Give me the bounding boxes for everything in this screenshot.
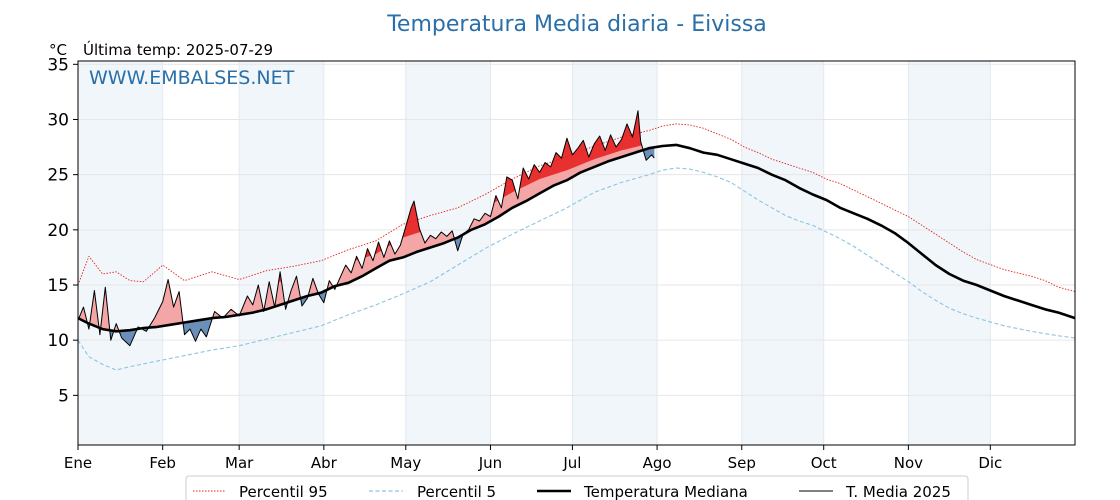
watermark: WWW.EMBALSES.NET	[89, 67, 295, 89]
x-tick-label: Oct	[811, 454, 837, 472]
y-tick-label: 30	[47, 110, 69, 130]
y-tick-label: 25	[47, 166, 69, 186]
plot-frame	[77, 60, 1076, 446]
x-tick-label: May	[390, 454, 421, 472]
x-tick-label: Abr	[311, 454, 338, 472]
x-tick-label: Jun	[478, 454, 502, 472]
near-p95-fill	[403, 201, 421, 238]
series-line-2025	[77, 110, 655, 347]
month-shading-layer	[78, 61, 991, 445]
legend: Percentil 95 Percentil 5 Temperatura Med…	[185, 475, 969, 500]
y-tick-label: 15	[47, 276, 69, 296]
below-median-fill	[183, 318, 212, 342]
series-line-p95	[77, 123, 1076, 293]
above-median-fill	[287, 276, 300, 303]
near-p95-fill	[519, 110, 642, 189]
x-tick-label: Ago	[643, 454, 672, 472]
legend-box	[185, 475, 969, 500]
x-tick-label: Jul	[562, 454, 581, 472]
below-median-fill	[119, 329, 137, 346]
month-band	[741, 61, 824, 445]
below-median-fill	[643, 147, 655, 161]
chart-title: Temperatura Media diaria - Eivissa	[386, 12, 767, 37]
chart-subtitle: Última temp: 2025-07-29	[83, 40, 273, 59]
x-tick-label: Feb	[149, 454, 176, 472]
legend-label-p5: Percentil 5	[417, 483, 496, 500]
x-tick-label: Mar	[225, 454, 254, 472]
x-tick-label: Nov	[894, 454, 923, 472]
month-band	[239, 61, 324, 445]
legend-label-p95: Percentil 95	[239, 483, 328, 500]
series-line-median	[77, 143, 1076, 333]
y-tick-label: 10	[47, 331, 69, 351]
grid-layer	[77, 61, 1075, 445]
unit-label: °C	[49, 41, 67, 59]
month-band	[405, 61, 491, 445]
fill-layer	[78, 110, 655, 346]
above-median-fill	[149, 279, 183, 328]
above-median-fill	[90, 290, 99, 328]
near-p95-fill	[365, 248, 371, 258]
above-median-fill	[275, 271, 285, 307]
above-median-fill	[239, 285, 264, 315]
near-p95-fill	[375, 242, 382, 255]
legend-label-2025: T. Media 2025	[845, 483, 951, 500]
x-tick-label: Sep	[728, 454, 756, 472]
above-median-fill	[101, 287, 110, 331]
y-tick-label: 35	[47, 55, 69, 75]
x-tick-label: Ene	[64, 454, 92, 472]
month-band	[78, 61, 163, 445]
near-p95-fill	[388, 240, 391, 247]
series-line-p5	[77, 167, 1076, 371]
month-band	[572, 61, 658, 445]
y-axis: 5 10 15 20 25 30 35	[47, 55, 78, 406]
above-median-fill	[336, 201, 455, 286]
legend-label-median: Temperatura Mediana	[583, 483, 748, 500]
above-median-fill	[264, 281, 274, 310]
above-median-fill	[308, 278, 318, 296]
y-tick-label: 5	[58, 386, 69, 406]
x-axis: Ene Feb Mar Abr May Jun Jul Ago Sep Oct Nov Dic	[64, 445, 1002, 472]
x-tick-label: Dic	[978, 454, 1002, 472]
y-tick-label: 20	[47, 221, 69, 241]
series-layer	[77, 110, 1076, 371]
above-median-fill	[114, 323, 119, 332]
